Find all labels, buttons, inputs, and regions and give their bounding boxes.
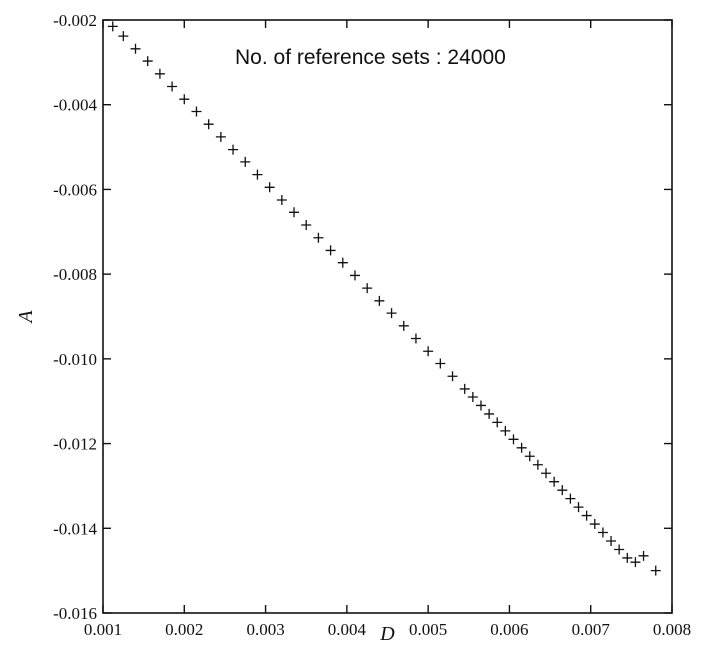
data-point bbox=[532, 459, 543, 470]
data-point bbox=[589, 519, 600, 530]
y-tick-label: -0.012 bbox=[53, 435, 97, 454]
data-point bbox=[475, 400, 486, 411]
data-point bbox=[276, 195, 287, 206]
data-point bbox=[228, 144, 239, 155]
data-point bbox=[264, 182, 275, 193]
data-point bbox=[516, 442, 527, 453]
x-tick-label: 0.007 bbox=[572, 620, 611, 639]
data-point bbox=[154, 68, 165, 79]
data-point bbox=[167, 81, 178, 92]
data-point bbox=[349, 270, 360, 281]
data-point bbox=[215, 131, 226, 142]
x-tick-label: 0.002 bbox=[165, 620, 203, 639]
data-point bbox=[107, 21, 118, 32]
plot-frame bbox=[102, 19, 673, 614]
data-point bbox=[467, 391, 478, 402]
data-point bbox=[203, 119, 214, 130]
data-point bbox=[581, 510, 592, 521]
data-point bbox=[179, 94, 190, 105]
data-point bbox=[508, 434, 519, 445]
data-point bbox=[484, 408, 495, 419]
x-tick-label: 0.005 bbox=[409, 620, 447, 639]
data-point bbox=[459, 383, 470, 394]
data-point bbox=[630, 557, 641, 568]
data-point bbox=[549, 476, 560, 487]
data-point bbox=[524, 451, 535, 462]
data-point bbox=[313, 232, 324, 243]
data-point bbox=[301, 220, 312, 231]
data-point bbox=[622, 552, 633, 563]
data-point bbox=[597, 527, 608, 538]
data-point bbox=[650, 565, 661, 576]
data-point bbox=[289, 207, 300, 218]
y-tick-label: -0.016 bbox=[53, 604, 97, 623]
data-point bbox=[492, 417, 503, 428]
y-tick-label: -0.004 bbox=[53, 96, 97, 115]
data-point bbox=[447, 371, 458, 382]
data-point bbox=[118, 31, 129, 42]
data-point bbox=[325, 245, 336, 256]
data-point bbox=[130, 43, 141, 54]
y-tick-label: -0.008 bbox=[53, 265, 97, 284]
axis-ticks bbox=[102, 19, 673, 614]
x-tick-label: 0.004 bbox=[328, 620, 367, 639]
x-tick-label: 0.001 bbox=[84, 620, 122, 639]
data-point bbox=[573, 502, 584, 513]
data-point bbox=[191, 106, 202, 117]
data-point bbox=[541, 468, 552, 479]
data-point bbox=[374, 295, 385, 306]
data-point bbox=[362, 283, 373, 294]
data-point bbox=[423, 346, 434, 357]
data-point bbox=[638, 550, 649, 561]
data-point bbox=[252, 169, 263, 180]
data-point bbox=[240, 156, 251, 167]
x-tick-label: 0.008 bbox=[653, 620, 691, 639]
x-tick-label: 0.006 bbox=[490, 620, 528, 639]
x-axis-label: D bbox=[379, 623, 395, 645]
data-point bbox=[386, 308, 397, 319]
data-point bbox=[337, 257, 348, 268]
y-tick-label: -0.006 bbox=[53, 180, 97, 199]
data-point bbox=[557, 485, 568, 496]
annotation-reference-sets: No. of reference sets : 24000 bbox=[235, 46, 506, 69]
y-axis-label: A bbox=[15, 310, 37, 325]
data-point bbox=[435, 358, 446, 369]
x-tick-label: 0.003 bbox=[246, 620, 284, 639]
data-point bbox=[500, 425, 511, 436]
data-point bbox=[410, 333, 421, 344]
y-tick-label: -0.014 bbox=[53, 519, 97, 538]
data-point bbox=[565, 493, 576, 504]
data-point bbox=[142, 56, 153, 67]
data-point bbox=[398, 320, 409, 331]
y-tick-label: -0.002 bbox=[53, 11, 97, 30]
data-points bbox=[107, 21, 661, 576]
data-point bbox=[606, 535, 617, 546]
axis-tick-labels: 0.001 0.002 0.003 0.004 0.005 0.006 0.007 0.008… bbox=[53, 11, 691, 639]
y-tick-label: -0.010 bbox=[53, 350, 97, 369]
data-point bbox=[614, 544, 625, 555]
